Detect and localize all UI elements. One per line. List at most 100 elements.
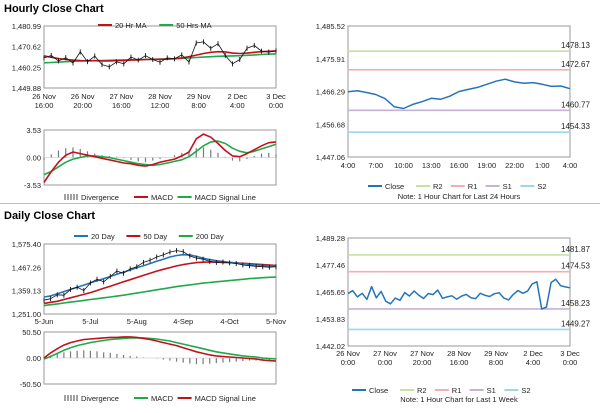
hourly-pivot-legend-label: R2	[433, 182, 443, 191]
hourly-pivot-chart-r2-value: 1478.13	[561, 41, 590, 50]
hourly-20hr-ma-line	[43, 50, 277, 62]
hourly-pivot-chart-s2-value: 1454.33	[561, 122, 590, 131]
hourly-price-x-tick-label: 26 Nov	[71, 92, 95, 101]
hourly-price-x-tick-label: 16:00	[35, 101, 54, 110]
hourly-price-x-tick-label: 2 Dec	[228, 92, 248, 101]
daily-pivot-legend-label: R1	[452, 386, 462, 395]
hourly-price-x-tick-label: 27 Nov	[109, 92, 133, 101]
daily-pivot-chart-x-tick-label: 28 Nov	[447, 349, 471, 358]
daily-pivot-chart-y-tick-label: 1,442.02	[316, 342, 345, 351]
hourly-macd-y-tick-label: 0.00	[26, 154, 41, 163]
daily-pivot-chart-x-tick-label: 29 Nov	[484, 349, 508, 358]
daily-pivot-chart-close-line	[347, 278, 571, 310]
daily-pivot-chart-y-tick-label: 1,453.83	[316, 315, 345, 324]
daily-price-y-tick-label: 1,251.00	[12, 310, 41, 319]
hourly-macd-y-tick-label: -3.53	[24, 181, 41, 190]
daily-pivot-chart-x-tick-label: 0:00	[341, 358, 356, 367]
daily-pivot-chart-s1-value: 1458.23	[561, 299, 590, 308]
hourly-pivot-chart-x-tick-label: 22:00	[505, 161, 524, 170]
daily-pivot-chart-y-tick-label: 1,477.46	[316, 261, 345, 270]
hourly-price-x-tick-label: 29 Nov	[187, 92, 211, 101]
daily-macd-y-tick-label: 0.00	[26, 354, 41, 363]
hourly-pivot-chart-y-tick-label: 1,485.52	[316, 22, 345, 31]
daily-price-y-tick-label: 1,575.40	[12, 240, 41, 249]
hourly-pivot-chart-x-tick-label: 10:00	[394, 161, 413, 170]
hourly-price-legend-label: 20 Hr MA	[115, 21, 147, 30]
hourly-price-y-tick-label: 1,470.62	[12, 43, 41, 52]
hourly-price-x-tick-label: 0:00	[269, 101, 284, 110]
daily-pivot-chart-x-tick-label: 16:00	[450, 358, 469, 367]
hourly-pivot-chart-y-tick-label: 1,466.29	[316, 88, 345, 97]
hourly-pivot-chart-x-tick-label: 16:00	[450, 161, 469, 170]
daily-close-line	[43, 250, 277, 301]
hourly-macd-legend-label: MACD	[151, 193, 174, 202]
hourly-pivot-legend-label: R1	[468, 182, 478, 191]
daily-pivot-chart-x-tick-label: 20:00	[413, 358, 432, 367]
hourly-price-y-tick-label: 1,460.25	[12, 63, 41, 72]
daily-pivot-chart-x-tick-label: 26 Nov	[336, 349, 360, 358]
daily-pivot-chart-x-tick-label: 0:00	[563, 358, 578, 367]
daily-section-title: Daily Close Chart	[4, 210, 96, 222]
daily-pivot-legend-label: R2	[417, 386, 427, 395]
hourly-pivot-chart-x-tick-label: 13:00	[422, 161, 441, 170]
hourly-macd-y-tick-label: 3.53	[26, 126, 41, 135]
hourly-pivot-legend-label: S2	[537, 182, 546, 191]
hourly-pivot-chart-y-tick-label: 1,456.68	[316, 120, 345, 129]
hourly-price-x-tick-label: 16:00	[112, 101, 131, 110]
hourly-price-legend-label: 50 Hrs MA	[176, 21, 211, 30]
daily-pivot-chart-x-tick-label: 0:00	[378, 358, 393, 367]
hourly-price-x-tick-label: 3 Dec	[266, 92, 286, 101]
daily-price-x-tick-label: 5-Jun	[35, 317, 54, 326]
daily-50day-ma-line	[43, 261, 277, 305]
daily-macd-legend-label: Divergence	[81, 394, 119, 403]
daily-200day-ma-line	[43, 276, 277, 307]
hourly-macd-line	[43, 133, 277, 183]
daily-price-y-tick-label: 1,359.13	[12, 287, 41, 296]
daily-pivot-legend-label: S2	[521, 386, 530, 395]
daily-price-x-tick-label: 4-Oct	[220, 317, 239, 326]
daily-pivot-chart-x-tick-label: 3 Dec	[560, 349, 580, 358]
daily-20day-ma-line	[43, 253, 277, 298]
hourly-pivot-chart-r1-value: 1472.67	[561, 60, 590, 69]
hourly-pivot-chart-x-tick-label: 4:00	[341, 161, 356, 170]
hourly-macd-signal-line	[43, 140, 277, 176]
hourly-section-title: Hourly Close Chart	[4, 3, 104, 15]
daily-pivot-chart-x-tick-label: 4:00	[526, 358, 541, 367]
daily-pivot-chart-x-tick-label: 27 Nov	[410, 349, 434, 358]
hourly-pivot-note: Note: 1 Hour Chart for Last 24 Hours	[398, 192, 521, 201]
daily-pivot-chart-x-tick-label: 27 Nov	[373, 349, 397, 358]
hourly-price-y-tick-label: 1,449.88	[12, 84, 41, 93]
section-divider	[0, 203, 600, 204]
hourly-price-x-tick-label: 28 Nov	[148, 92, 172, 101]
hourly-pivot-chart-x-tick-label: 7:00	[368, 161, 383, 170]
hourly-close-line	[43, 41, 277, 68]
daily-pivot-note: Note: 1 Hour Chart for Last 1 Week	[400, 395, 518, 404]
daily-price-x-tick-label: 5-Jul	[82, 317, 99, 326]
daily-price-chart-frame	[43, 243, 277, 315]
hourly-pivot-chart-x-tick-label: 1:00	[535, 161, 550, 170]
hourly-price-x-tick-label: 12:00	[151, 101, 170, 110]
daily-macd-y-tick-label: 50.50	[22, 328, 41, 337]
hourly-pivot-chart-y-tick-label: 1,447.06	[316, 153, 345, 162]
daily-pivot-legend-label: S1	[487, 386, 496, 395]
hourly-price-x-tick-label: 20:00	[73, 101, 92, 110]
daily-pivot-chart-r1-value: 1474.53	[561, 262, 590, 271]
daily-pivot-chart-x-tick-label: 8:00	[489, 358, 504, 367]
daily-macd-signal-line	[43, 337, 277, 360]
daily-pivot-chart-y-tick-label: 1,489.28	[316, 234, 345, 243]
hourly-pivot-chart-y-tick-label: 1,475.91	[316, 55, 345, 64]
hourly-price-x-tick-label: 8:00	[191, 101, 206, 110]
hourly-pivot-legend-label: Close	[385, 182, 404, 191]
daily-price-legend-label: 20 Day	[91, 232, 115, 241]
hourly-price-x-tick-label: 4:00	[230, 101, 245, 110]
hourly-pivot-chart-x-tick-label: 4:00	[563, 161, 578, 170]
daily-price-legend-label: 200 Day	[196, 232, 224, 241]
hourly-pivot-chart-s1-value: 1460.77	[561, 100, 590, 109]
daily-pivot-chart-r2-value: 1481.87	[561, 245, 590, 254]
daily-pivot-legend-label: Close	[369, 386, 388, 395]
daily-macd-y-tick-label: -50.50	[20, 380, 41, 389]
daily-price-x-tick-label: 5-Aug	[127, 317, 147, 326]
hourly-price-y-tick-label: 1,480.99	[12, 22, 41, 31]
hourly-macd-legend-label: Divergence	[81, 193, 119, 202]
